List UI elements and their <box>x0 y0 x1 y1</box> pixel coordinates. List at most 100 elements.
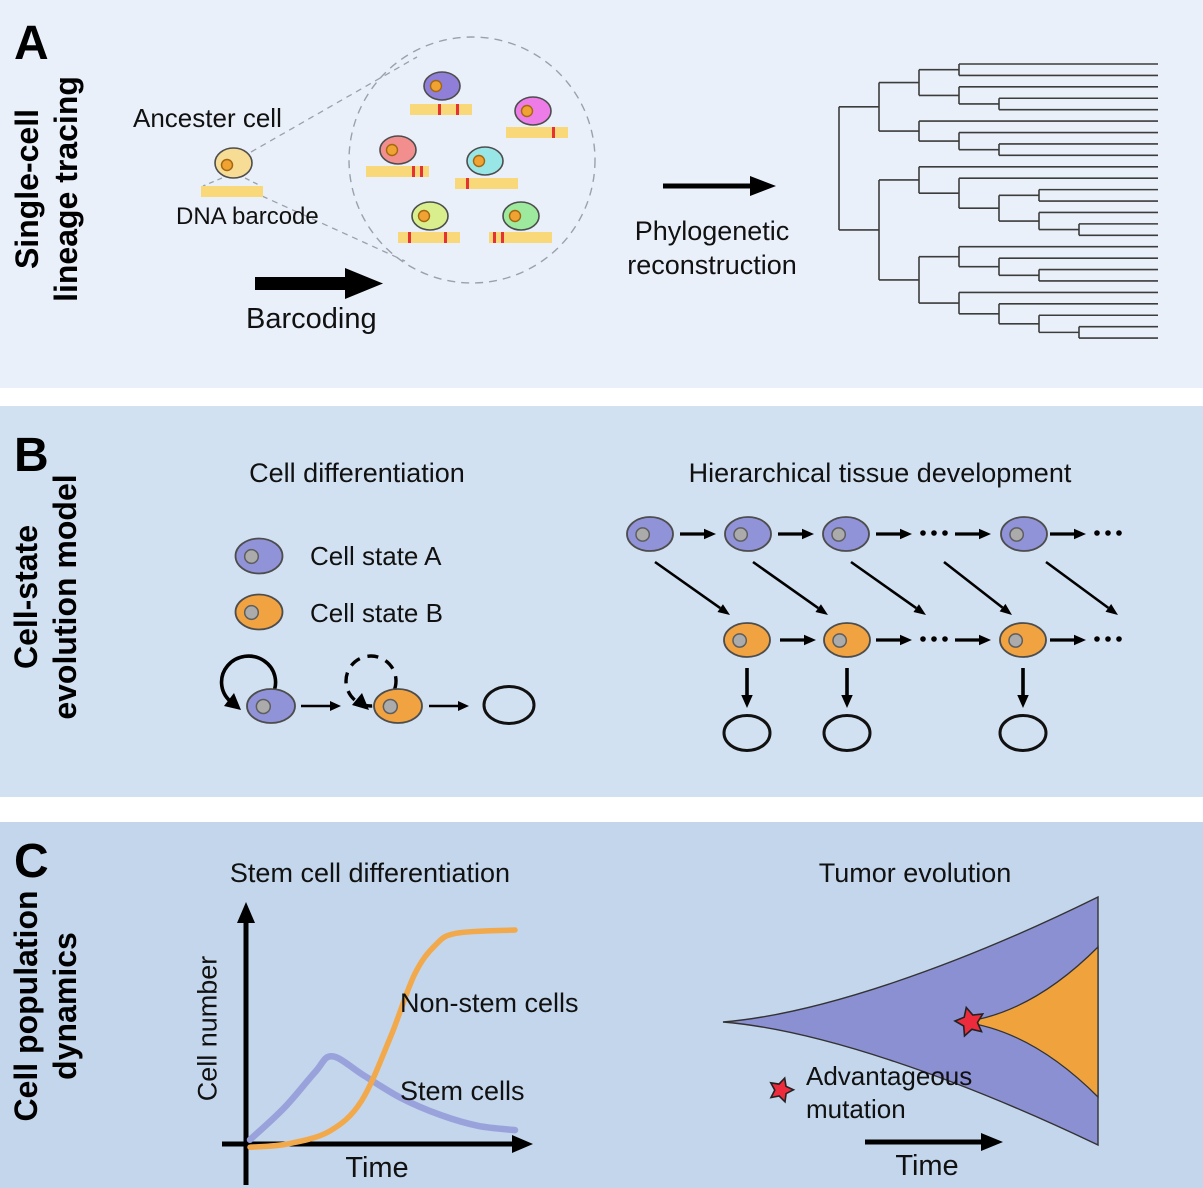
state-b-cell-icon <box>373 688 423 724</box>
ellipsis-dots-icon <box>931 530 937 536</box>
state-b-cell-icon <box>999 622 1047 658</box>
y-axis-label: Cell number <box>192 955 223 1102</box>
self-renewal-loop-icon <box>219 654 278 703</box>
stage-arrow-icon <box>979 528 991 540</box>
barcode-mutation-mark-icon <box>552 127 555 138</box>
loop-arrowhead-icon <box>224 693 241 710</box>
phylogenetic-label: Phylogenetic reconstruction <box>612 214 812 282</box>
ellipsis-dots-icon <box>942 530 948 536</box>
barcoded-cell <box>455 146 518 189</box>
barcoded-cell <box>410 71 472 115</box>
cone-line-icon <box>261 195 406 262</box>
state-b-cell-icon <box>723 622 771 658</box>
advantageous-mutation-label: Advantageous mutation <box>806 1060 972 1126</box>
hierarchical-development-title: Hierarchical tissue development <box>688 458 1072 488</box>
ellipsis-dots-icon <box>942 636 948 642</box>
dna-barcode-bar-icon <box>398 232 460 243</box>
differentiation-arrow-icon <box>1105 604 1118 615</box>
phylogenetic-label-line: Phylogenetic <box>634 216 790 246</box>
barcoding-label: Barcoding <box>246 303 377 335</box>
barcode-mutation-mark-icon <box>408 232 411 243</box>
side-label-line: Single-cell <box>9 108 45 270</box>
dna-barcode-bar-icon <box>489 232 552 243</box>
state-a-cell-icon <box>822 516 870 552</box>
mutation-label-line: mutation <box>806 1094 906 1124</box>
nucleus-icon <box>417 209 431 223</box>
output-arrow-icon <box>741 695 753 708</box>
side-label-line: Cell population <box>8 890 44 1122</box>
nucleus-icon <box>472 154 486 168</box>
legend-cell-state-b-icon <box>234 593 284 631</box>
state-b-cell-icon <box>823 622 871 658</box>
nucleus-icon <box>429 79 443 93</box>
terminal-cell-icon <box>998 714 1048 752</box>
time-arrowhead-icon <box>981 1133 1003 1151</box>
stem-cell-differentiation-title: Stem cell differentiation <box>229 858 511 888</box>
panel-a-letter: A <box>14 17 49 70</box>
phylogenetic-arrow-icon <box>663 176 776 196</box>
stage-arrow-icon <box>1074 634 1086 646</box>
ellipsis-dots-icon <box>1116 636 1122 642</box>
barcoded-cell <box>489 201 552 243</box>
nucleus-icon <box>733 527 749 542</box>
barcoded-clone-cells <box>366 71 568 243</box>
barcoding-arrow-icon <box>255 268 383 299</box>
stage-arrow-icon <box>1074 528 1086 540</box>
tumor-subclone-orange-shape <box>962 945 1099 1099</box>
stage-arrow-icon <box>804 634 816 646</box>
dashed-self-renewal-loop-icon <box>344 654 398 708</box>
x-axis-arrowhead-icon <box>512 1135 533 1153</box>
barcode-mutation-mark-icon <box>501 232 504 243</box>
tumor-evolution-title: Tumor evolution <box>818 858 1012 888</box>
nucleus-icon <box>635 527 651 542</box>
ellipsis-dots-icon <box>1116 530 1122 536</box>
state-a-cell-icon <box>246 688 296 724</box>
stem-cells-curve <box>246 1053 519 1143</box>
ellipsis-dots-icon <box>1105 636 1111 642</box>
ellipsis-dots-icon <box>920 636 926 642</box>
phylogenetic-tree <box>838 63 1158 339</box>
dna-barcode-label: DNA barcode <box>176 203 319 230</box>
stage-arrow-icon <box>802 528 814 540</box>
side-label-line: lineage tracing <box>48 76 84 302</box>
nucleus-icon <box>385 143 399 157</box>
terminal-cell-icon <box>822 714 872 752</box>
nucleus-icon <box>831 527 847 542</box>
phylogenetic-label-line: reconstruction <box>627 250 797 280</box>
terminal-cell-icon <box>722 714 772 752</box>
dna-barcode-bar-icon <box>201 186 263 197</box>
mutation-label-line: Advantageous <box>806 1061 973 1091</box>
mutation-legend-star-icon <box>769 1076 796 1104</box>
nonstem-curve-label: Non-stem cells <box>400 988 579 1018</box>
ellipsis-dots-icon <box>1094 530 1100 536</box>
differentiation-arrow-icon <box>913 604 926 615</box>
differentiation-arrow-icon <box>850 560 917 610</box>
panel-c-canvas <box>222 895 1099 1185</box>
differentiation-arrow-icon <box>815 604 828 615</box>
x-axis-label: Time <box>345 1152 409 1184</box>
barcoded-cell <box>398 201 460 243</box>
panel-b-canvas <box>219 516 1122 752</box>
nucleus-icon <box>255 698 272 715</box>
barcode-mutation-mark-icon <box>420 166 423 177</box>
nucleus-icon <box>832 633 848 648</box>
cone-line-icon <box>202 177 223 187</box>
stage-arrow-icon <box>704 528 716 540</box>
panel-a: A Single-cell lineage tracing <box>0 0 1203 388</box>
output-arrow-icon <box>841 695 853 708</box>
ellipsis-dots-icon <box>920 530 926 536</box>
barcode-mutation-mark-icon <box>438 104 441 115</box>
panel-b <box>0 406 1203 797</box>
y-axis-arrowhead-icon <box>237 902 255 923</box>
ellipsis-dots-icon <box>931 636 937 642</box>
loop-arrowhead-icon <box>352 693 369 710</box>
barcode-mutation-mark-icon <box>493 232 496 243</box>
barcoded-cell <box>366 135 429 177</box>
terminal-cell-icon <box>482 685 536 725</box>
cone-line-icon <box>244 177 262 187</box>
nucleus-icon <box>382 698 399 715</box>
panel-c-side-label: Cell population dynamics <box>7 846 85 1166</box>
dna-barcode-bar-icon <box>506 127 568 138</box>
side-label-line: evolution model <box>47 474 83 720</box>
